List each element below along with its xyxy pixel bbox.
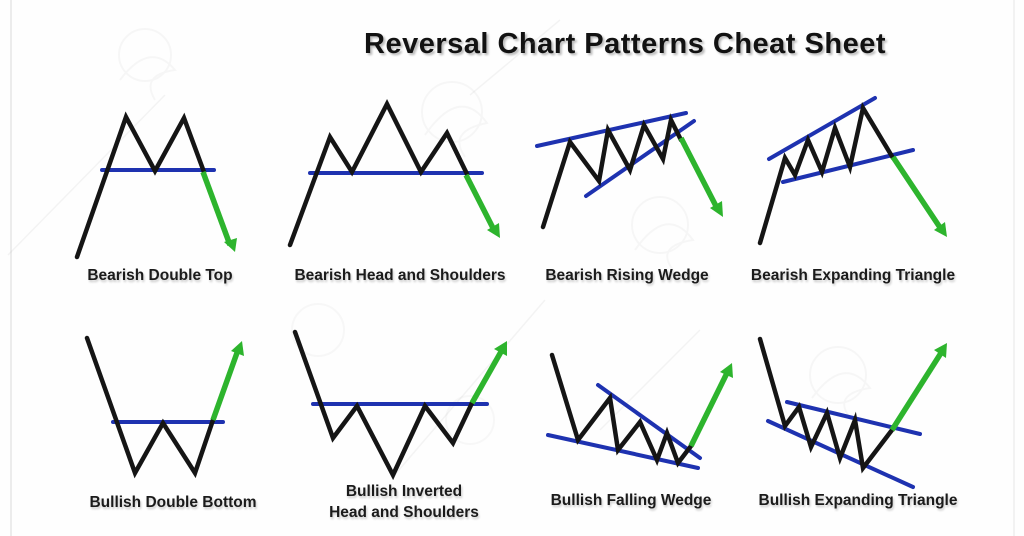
pattern-label-bullish-falling-wedge: Bullish Falling Wedge	[550, 492, 712, 509]
price-line	[757, 101, 896, 246]
price-line	[540, 113, 684, 230]
pattern-label-bullish-inverted-head-and-shoulders: Bullish Inverted Head and Shoulders	[329, 481, 479, 523]
breakout-arrow-shaft	[889, 351, 944, 432]
right-edge-line	[1013, 0, 1015, 536]
price-line	[74, 111, 207, 260]
pattern-bullish-expanding-triangle	[757, 336, 947, 489]
breakout-arrow-head	[224, 238, 237, 252]
upper-trendline	[767, 96, 877, 161]
price-line	[757, 336, 895, 474]
watermark-diagonals	[7, 19, 701, 479]
pattern-label-bearish-rising-wedge: Bearish Rising Wedge	[545, 267, 709, 284]
price-line	[84, 335, 216, 479]
breakout-arrow-head	[231, 341, 244, 356]
pattern-label-bullish-expanding-triangle: Bullish Expanding Triangle	[758, 492, 958, 509]
pattern-label-line-1: Bullish Inverted	[345, 483, 463, 500]
pattern-label-bearish-expanding-triangle: Bearish Expanding Triangle	[750, 267, 956, 284]
breakout-arrow-shaft	[200, 171, 233, 246]
watermark-ghost	[118, 28, 872, 445]
pattern-label-bearish-head-and-shoulders: Bearish Head and Shoulders	[294, 267, 506, 284]
breakout-arrow-head	[487, 223, 500, 238]
pattern-label-bearish-double-top: Bearish Double Top	[87, 267, 233, 284]
pattern-bearish-rising-wedge	[535, 111, 723, 230]
price-line	[287, 99, 470, 248]
breakout-arrow-head	[710, 201, 723, 217]
breakout-arrow-shaft	[688, 371, 730, 448]
pattern-label-line-2: Head and Shoulders	[329, 504, 479, 521]
left-edge-line	[10, 0, 12, 536]
pattern-bearish-head-and-shoulders	[287, 99, 500, 248]
breakout-arrow-shaft	[469, 348, 505, 405]
pattern-bullish-falling-wedge	[546, 352, 733, 470]
upper-trendline	[596, 383, 702, 460]
pattern-bearish-expanding-triangle	[757, 96, 947, 246]
breakout-arrow-shaft	[463, 173, 498, 234]
upper-trendline	[535, 111, 688, 148]
pattern-bullish-double-bottom	[84, 335, 244, 479]
breakout-arrow-head	[934, 222, 947, 237]
breakout-arrow-shaft	[210, 349, 241, 421]
pattern-bullish-inverted-head-and-shoulders	[292, 329, 507, 481]
breakout-arrow-head	[934, 343, 947, 358]
page-title: Reversal Chart Patterns Cheat Sheet	[364, 28, 886, 60]
pattern-bearish-double-top	[74, 111, 237, 260]
breakout-arrow-shaft	[678, 136, 721, 212]
price-line	[292, 329, 475, 481]
lower-trendline	[546, 433, 700, 470]
breakout-arrow-head	[720, 363, 733, 378]
breakout-arrow-head	[494, 341, 507, 356]
breakout-arrow-shaft	[890, 155, 944, 231]
price-line	[549, 352, 694, 468]
pattern-label-bullish-double-bottom: Bullish Double Bottom	[89, 494, 257, 511]
